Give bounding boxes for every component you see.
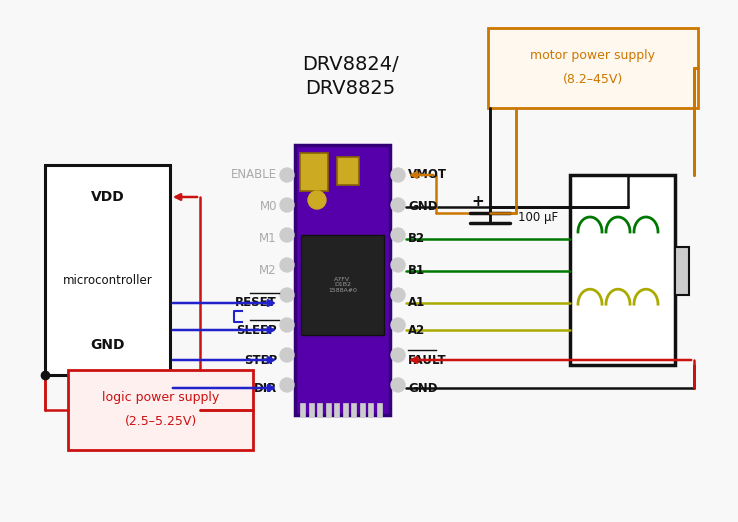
FancyBboxPatch shape [570,175,675,365]
FancyBboxPatch shape [359,403,365,417]
Circle shape [391,318,405,332]
Text: A2: A2 [408,324,425,337]
FancyBboxPatch shape [45,165,170,375]
Text: DIR: DIR [254,382,277,395]
Text: +: + [472,194,484,208]
Text: STEP: STEP [244,353,277,366]
Text: A7FV
D1B2
1588A#0: A7FV D1B2 1588A#0 [328,277,357,293]
FancyBboxPatch shape [488,28,698,108]
FancyBboxPatch shape [300,403,305,417]
Circle shape [308,191,326,209]
Circle shape [280,198,294,212]
Text: SLEEP: SLEEP [236,324,277,337]
Text: VMOT: VMOT [408,169,447,182]
Circle shape [280,378,294,392]
Text: M2: M2 [259,265,277,278]
Circle shape [391,258,405,272]
FancyBboxPatch shape [295,145,390,415]
Text: M0: M0 [260,200,277,213]
FancyBboxPatch shape [376,403,382,417]
Text: M1: M1 [259,232,277,245]
Circle shape [280,348,294,362]
Text: B1: B1 [408,265,425,278]
FancyBboxPatch shape [68,370,253,450]
Circle shape [391,288,405,302]
FancyBboxPatch shape [337,157,359,185]
Text: FAULT: FAULT [408,353,446,366]
Text: DRV8824/
DRV8825: DRV8824/ DRV8825 [302,55,399,98]
Circle shape [280,318,294,332]
FancyBboxPatch shape [317,403,322,417]
Text: VDD: VDD [91,190,125,204]
Text: ENABLE: ENABLE [231,169,277,182]
Circle shape [280,168,294,182]
Circle shape [391,168,405,182]
FancyBboxPatch shape [334,403,339,417]
Text: B2: B2 [408,232,425,245]
Circle shape [391,348,405,362]
Text: 100 µF: 100 µF [518,211,558,224]
Circle shape [391,198,405,212]
Circle shape [391,378,405,392]
Circle shape [280,288,294,302]
Text: (8.2–45V): (8.2–45V) [563,74,623,87]
FancyBboxPatch shape [342,403,348,417]
Text: motor power supply: motor power supply [531,50,655,63]
FancyBboxPatch shape [301,235,384,335]
Text: GND: GND [408,200,438,213]
FancyBboxPatch shape [300,153,328,191]
FancyBboxPatch shape [308,403,314,417]
Circle shape [280,258,294,272]
FancyBboxPatch shape [325,403,331,417]
FancyBboxPatch shape [351,403,356,417]
Circle shape [280,228,294,242]
Circle shape [391,228,405,242]
Text: RESET: RESET [235,296,277,310]
Text: GND: GND [408,382,438,395]
FancyBboxPatch shape [368,403,373,417]
Text: microcontroller: microcontroller [63,274,152,287]
Text: (2.5–5.25V): (2.5–5.25V) [125,416,196,429]
Text: logic power supply: logic power supply [102,392,219,405]
FancyBboxPatch shape [675,247,689,295]
Text: GND: GND [90,338,125,352]
Text: A1: A1 [408,296,425,310]
